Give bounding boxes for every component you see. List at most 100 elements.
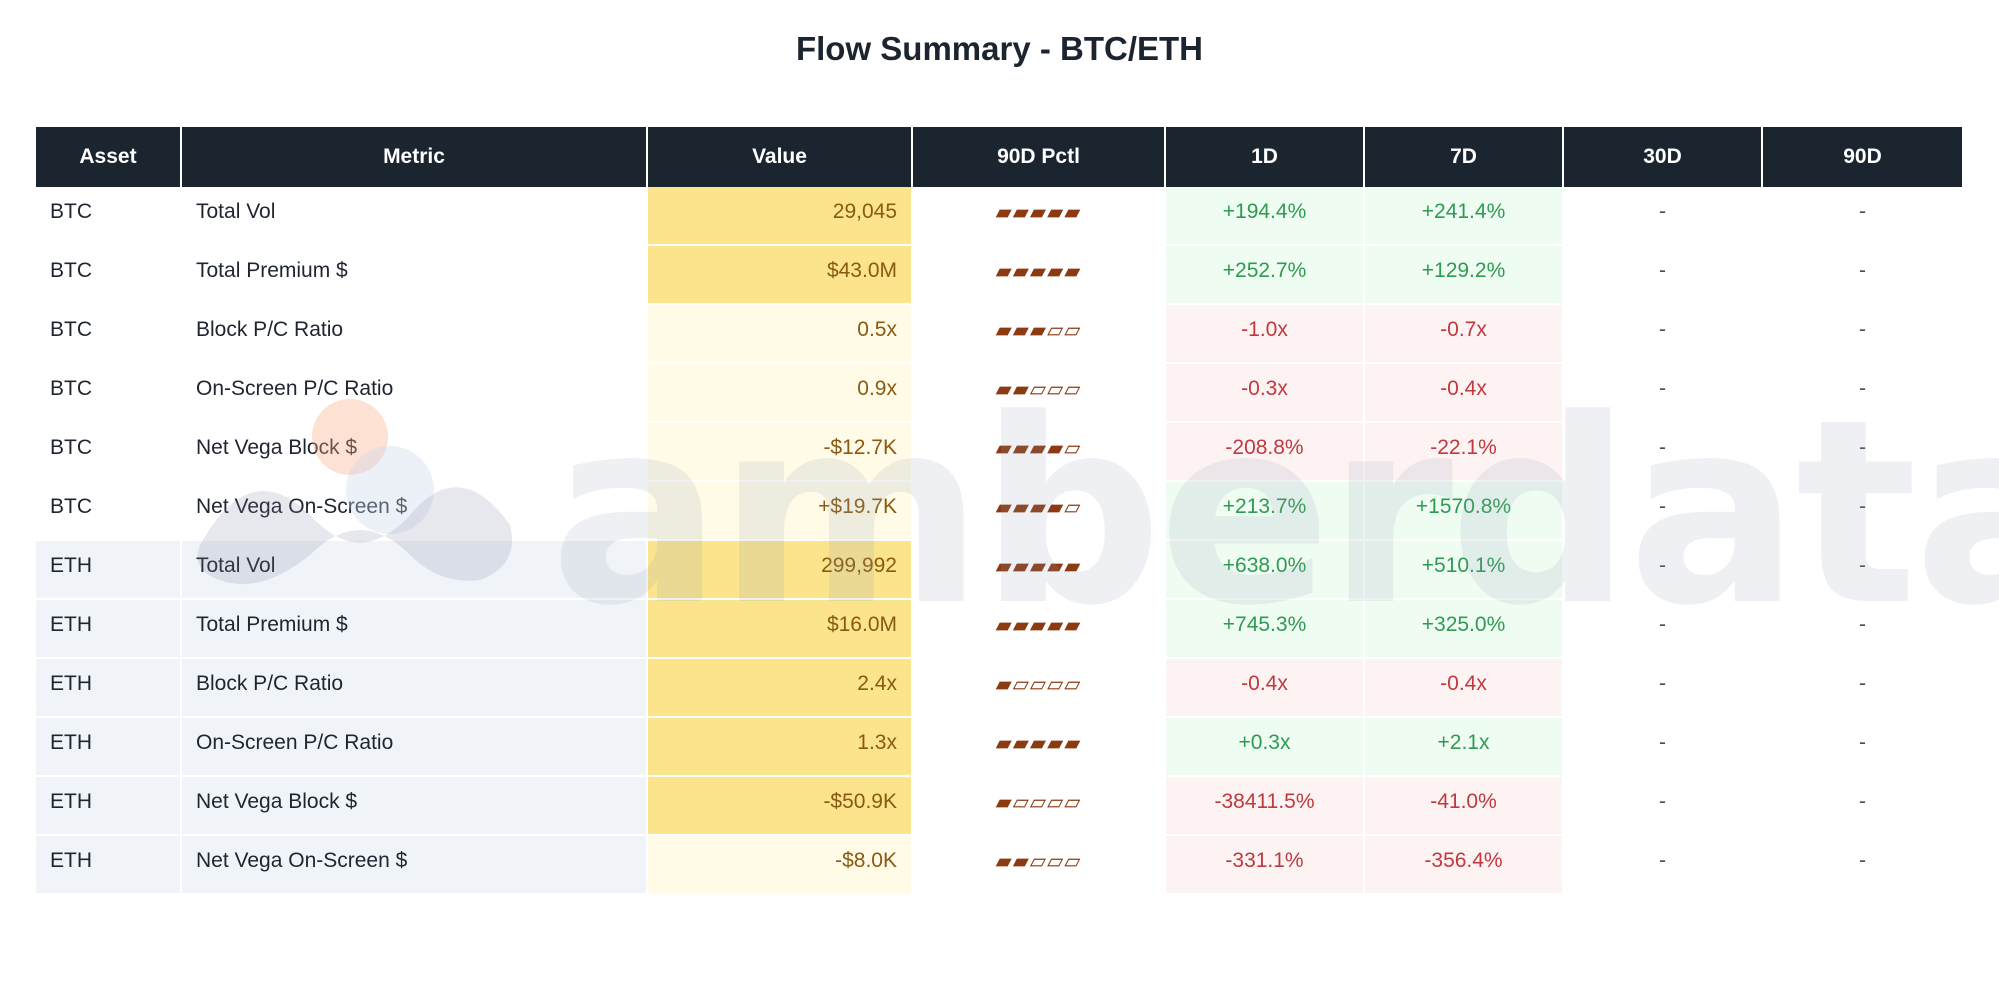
cell-metric: On-Screen P/C Ratio xyxy=(182,718,648,777)
cell-7d: -0.4x xyxy=(1365,364,1564,423)
cell-1d: -0.3x xyxy=(1166,364,1365,423)
cell-30d: - xyxy=(1564,482,1763,541)
cell-30d: - xyxy=(1564,423,1763,482)
cell-asset: ETH xyxy=(36,659,182,718)
cell-90d-pctl: ▰▰▰▰▰ xyxy=(913,246,1166,305)
table-row: BTC Net Vega On-Screen $ +$19.7K ▰▰▰▰▱ +213.… xyxy=(36,482,1962,541)
cell-30d: - xyxy=(1564,305,1763,364)
cell-1d: +252.7% xyxy=(1166,246,1365,305)
cell-asset: BTC xyxy=(36,482,182,541)
cell-90d-pctl: ▰▰▰▰▰ xyxy=(913,718,1166,777)
cell-metric: On-Screen P/C Ratio xyxy=(182,364,648,423)
cell-metric: Net Vega Block $ xyxy=(182,777,648,836)
cell-7d: -22.1% xyxy=(1365,423,1564,482)
cell-90d-pctl: ▰▰▱▱▱ xyxy=(913,836,1166,895)
cell-metric: Net Vega Block $ xyxy=(182,423,648,482)
cell-value: -$50.9K xyxy=(648,777,913,836)
cell-1d: -38411.5% xyxy=(1166,777,1365,836)
cell-metric: Net Vega On-Screen $ xyxy=(182,482,648,541)
cell-7d: -0.4x xyxy=(1365,659,1564,718)
table-row: ETH Total Premium $ $16.0M ▰▰▰▰▰ +745.3% +325… xyxy=(36,600,1962,659)
cell-1d: -1.0x xyxy=(1166,305,1365,364)
cell-asset: ETH xyxy=(36,600,182,659)
cell-value: 0.5x xyxy=(648,305,913,364)
page-title: Flow Summary - BTC/ETH xyxy=(795,30,1204,67)
cell-90d: - xyxy=(1763,541,1962,600)
cell-7d: +1570.8% xyxy=(1365,482,1564,541)
cell-90d: - xyxy=(1763,777,1962,836)
cell-30d: - xyxy=(1564,836,1763,895)
cell-asset: ETH xyxy=(36,718,182,777)
table-row: ETH Block P/C Ratio 2.4x ▰▱▱▱▱ -0.4x -0.4x - - xyxy=(36,659,1962,718)
cell-value: $16.0M xyxy=(648,600,913,659)
cell-30d: - xyxy=(1564,718,1763,777)
cell-30d: - xyxy=(1564,777,1763,836)
cell-90d: - xyxy=(1763,246,1962,305)
table-row: BTC Total Premium $ $43.0M ▰▰▰▰▰ +252.7% +129… xyxy=(36,246,1962,305)
cell-metric: Total Premium $ xyxy=(182,246,648,305)
cell-90d-pctl: ▰▱▱▱▱ xyxy=(913,777,1166,836)
cell-90d: - xyxy=(1763,718,1962,777)
cell-7d: +2.1x xyxy=(1365,718,1564,777)
cell-metric: Total Vol xyxy=(182,187,648,246)
cell-90d: - xyxy=(1763,659,1962,718)
cell-metric: Net Vega On-Screen $ xyxy=(182,836,648,895)
cell-7d: -41.0% xyxy=(1365,777,1564,836)
cell-asset: BTC xyxy=(36,364,182,423)
cell-1d: +745.3% xyxy=(1166,600,1365,659)
cell-90d-pctl: ▰▰▰▰▰ xyxy=(913,600,1166,659)
cell-asset: BTC xyxy=(36,187,182,246)
cell-1d: +194.4% xyxy=(1166,187,1365,246)
column-header-value: Value xyxy=(648,127,913,187)
cell-1d: +0.3x xyxy=(1166,718,1365,777)
cell-value: -$8.0K xyxy=(648,836,913,895)
cell-7d: +129.2% xyxy=(1365,246,1564,305)
table-body: BTC Total Vol 29,045 ▰▰▰▰▰ +194.4% +241.4% - - B… xyxy=(36,187,1962,895)
cell-metric: Total Vol xyxy=(182,541,648,600)
cell-90d-pctl: ▰▰▰▰▰ xyxy=(913,541,1166,600)
cell-30d: - xyxy=(1564,187,1763,246)
table-row: ETH Net Vega Block $ -$50.9K ▰▱▱▱▱ -38411.5%… xyxy=(36,777,1962,836)
column-header-90d-pctl: 90D Pctl xyxy=(913,127,1166,187)
column-header-7d: 7D xyxy=(1365,127,1564,187)
cell-value: 1.3x xyxy=(648,718,913,777)
cell-90d: - xyxy=(1763,305,1962,364)
cell-90d: - xyxy=(1763,600,1962,659)
cell-1d: -208.8% xyxy=(1166,423,1365,482)
cell-asset: BTC xyxy=(36,305,182,364)
table-row: BTC Block P/C Ratio 0.5x ▰▰▰▱▱ -1.0x -0.7x - - xyxy=(36,305,1962,364)
cell-30d: - xyxy=(1564,659,1763,718)
table-row: BTC Total Vol 29,045 ▰▰▰▰▰ +194.4% +241.4% - - xyxy=(36,187,1962,246)
cell-30d: - xyxy=(1564,600,1763,659)
cell-value: 29,045 xyxy=(648,187,913,246)
column-header-30d: 30D xyxy=(1564,127,1763,187)
cell-90d-pctl: ▰▰▰▱▱ xyxy=(913,305,1166,364)
cell-90d: - xyxy=(1763,423,1962,482)
table-row: ETH Net Vega On-Screen $ -$8.0K ▰▰▱▱▱ -331.1… xyxy=(36,836,1962,895)
cell-1d: -331.1% xyxy=(1166,836,1365,895)
cell-value: 299,992 xyxy=(648,541,913,600)
cell-value: 0.9x xyxy=(648,364,913,423)
cell-7d: +325.0% xyxy=(1365,600,1564,659)
cell-value: -$12.7K xyxy=(648,423,913,482)
cell-90d-pctl: ▰▰▰▰▱ xyxy=(913,482,1166,541)
column-header-metric: Metric xyxy=(182,127,648,187)
cell-30d: - xyxy=(1564,246,1763,305)
cell-90d-pctl: ▰▰▰▰▱ xyxy=(913,423,1166,482)
cell-90d: - xyxy=(1763,482,1962,541)
cell-value: +$19.7K xyxy=(648,482,913,541)
table-row: BTC On-Screen P/C Ratio 0.9x ▰▰▱▱▱ -0.3x -0.4… xyxy=(36,364,1962,423)
cell-90d-pctl: ▰▱▱▱▱ xyxy=(913,659,1166,718)
cell-asset: ETH xyxy=(36,541,182,600)
cell-90d-pctl: ▰▰▱▱▱ xyxy=(913,364,1166,423)
cell-30d: - xyxy=(1564,364,1763,423)
cell-asset: BTC xyxy=(36,423,182,482)
cell-metric: Total Premium $ xyxy=(182,600,648,659)
cell-1d: -0.4x xyxy=(1166,659,1365,718)
cell-90d: - xyxy=(1763,187,1962,246)
cell-asset: ETH xyxy=(36,836,182,895)
column-header-90d: 90D xyxy=(1763,127,1962,187)
table-header-row: Asset Metric Value 90D Pctl 1D 7D 30D 90… xyxy=(36,127,1962,187)
table-row: BTC Net Vega Block $ -$12.7K ▰▰▰▰▱ -208.8% -2… xyxy=(36,423,1962,482)
cell-metric: Block P/C Ratio xyxy=(182,305,648,364)
